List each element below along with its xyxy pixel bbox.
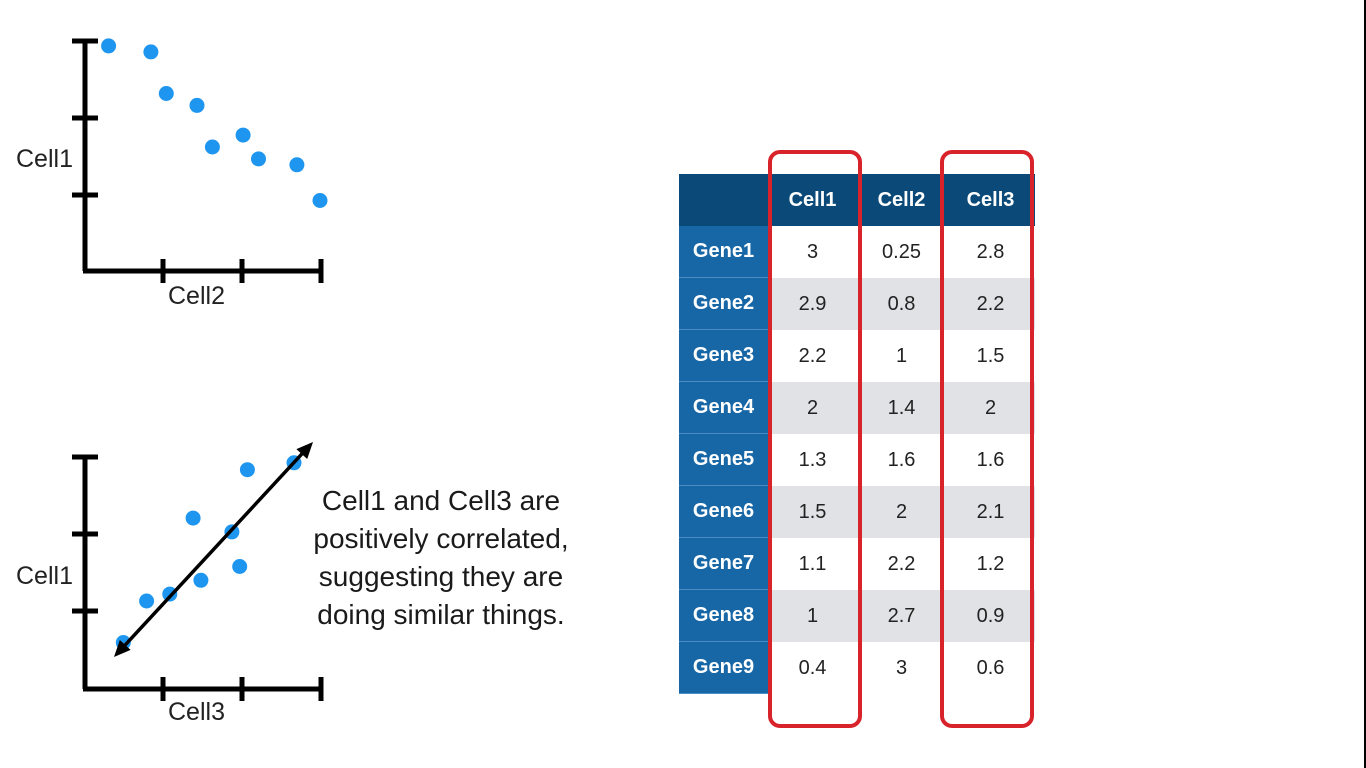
plot2-x-axis-label: Cell3 [168, 698, 225, 726]
table-row: Gene9 0.4 3 0.6 [679, 642, 1035, 694]
table-row: Gene6 1.5 2 2.1 [679, 486, 1035, 538]
table-header-row: Cell1 Cell2 Cell3 [679, 174, 1035, 226]
table-cell: 1.4 [857, 382, 946, 434]
column-header-cell3: Cell3 [946, 174, 1035, 226]
plot2-y-axis-label: Cell1 [16, 562, 73, 590]
row-header-gene4: Gene4 [679, 382, 768, 434]
table-cell: 1.5 [946, 330, 1035, 382]
table-cell: 2.7 [857, 590, 946, 642]
data-point [289, 157, 305, 173]
trend-line [120, 449, 307, 650]
table-row: Gene7 1.1 2.2 1.2 [679, 538, 1035, 590]
table-cell: 2.2 [946, 278, 1035, 330]
data-point [189, 97, 205, 113]
plot1-y-axis-label: Cell1 [16, 145, 73, 173]
row-header-gene2: Gene2 [679, 278, 768, 330]
correlation-caption: Cell1 and Cell3 are positively correlate… [282, 482, 600, 634]
table-cell: 1.3 [768, 434, 857, 486]
column-header-cell2: Cell2 [857, 174, 946, 226]
arrow-head [114, 640, 131, 657]
caption-line-1: Cell1 and Cell3 are [321, 485, 561, 516]
data-point [185, 510, 201, 526]
table-cell: 0.6 [946, 642, 1035, 694]
table-cell: 1.1 [768, 538, 857, 590]
table-cell: 1.6 [857, 434, 946, 486]
table-row: Gene5 1.3 1.6 1.6 [679, 434, 1035, 486]
gene-expression-table: Cell1 Cell2 Cell3 Gene1 3 0.25 2.8 Gene2 2.9 0.8 2… [679, 174, 1035, 694]
table-cell: 1 [857, 330, 946, 382]
row-header-gene6: Gene6 [679, 486, 768, 538]
data-point [232, 559, 248, 574]
data-point [251, 151, 266, 167]
table-cell: 3 [857, 642, 946, 694]
caption-line-4: doing similar things. [317, 599, 565, 630]
row-header-gene9: Gene9 [679, 642, 768, 694]
table-cell: 0.9 [946, 590, 1035, 642]
table-cell: 0.4 [768, 642, 857, 694]
right-edge-rule [1364, 0, 1366, 768]
table-cell: 2 [946, 382, 1035, 434]
data-point [239, 462, 255, 478]
table-corner [679, 174, 768, 226]
row-header-gene5: Gene5 [679, 434, 768, 486]
data-point [312, 193, 328, 208]
data-point [139, 593, 155, 609]
table-cell: 2.9 [768, 278, 857, 330]
caption-line-2: positively correlated, [313, 523, 569, 554]
plot2-trend-arrow [114, 442, 313, 657]
table-cell: 2.2 [768, 330, 857, 382]
plot2-points [115, 455, 302, 650]
table-row: Gene2 2.9 0.8 2.2 [679, 278, 1035, 330]
data-point [101, 38, 117, 54]
data-point [143, 44, 159, 60]
data-point [235, 127, 251, 143]
table-cell: 2 [768, 382, 857, 434]
table-row: Gene1 3 0.25 2.8 [679, 226, 1035, 278]
row-header-gene3: Gene3 [679, 330, 768, 382]
column-header-cell1: Cell1 [768, 174, 857, 226]
table-row: Gene4 2 1.4 2 [679, 382, 1035, 434]
table-cell: 0.8 [857, 278, 946, 330]
table-row: Gene3 2.2 1 1.5 [679, 330, 1035, 382]
data-point [158, 86, 174, 101]
plot1-x-axis-label: Cell2 [168, 282, 225, 310]
table-cell: 3 [768, 226, 857, 278]
table-cell: 2.1 [946, 486, 1035, 538]
table-cell: 0.25 [857, 226, 946, 278]
table-cell: 1 [768, 590, 857, 642]
row-header-gene8: Gene8 [679, 590, 768, 642]
data-point [204, 139, 220, 155]
caption-line-3: suggesting they are [318, 561, 564, 592]
table-cell: 2.2 [857, 538, 946, 590]
row-header-gene7: Gene7 [679, 538, 768, 590]
table-cell: 2.8 [946, 226, 1035, 278]
table-cell: 2 [857, 486, 946, 538]
plot1-axes [72, 38, 324, 283]
data-point [193, 572, 209, 588]
table-cell: 1.6 [946, 434, 1035, 486]
table-cell: 1.5 [768, 486, 857, 538]
plot1-points [101, 38, 328, 208]
scatter-plot-cell1-vs-cell2: Cell1 Cell2 [16, 38, 328, 310]
row-header-gene1: Gene1 [679, 226, 768, 278]
plot2-axes [72, 454, 324, 701]
table-cell: 1.2 [946, 538, 1035, 590]
arrow-head [296, 442, 313, 459]
scatter-plot-cell1-vs-cell3: Cell1 Cell3 [16, 442, 324, 726]
table-row: Gene8 1 2.7 0.9 [679, 590, 1035, 642]
